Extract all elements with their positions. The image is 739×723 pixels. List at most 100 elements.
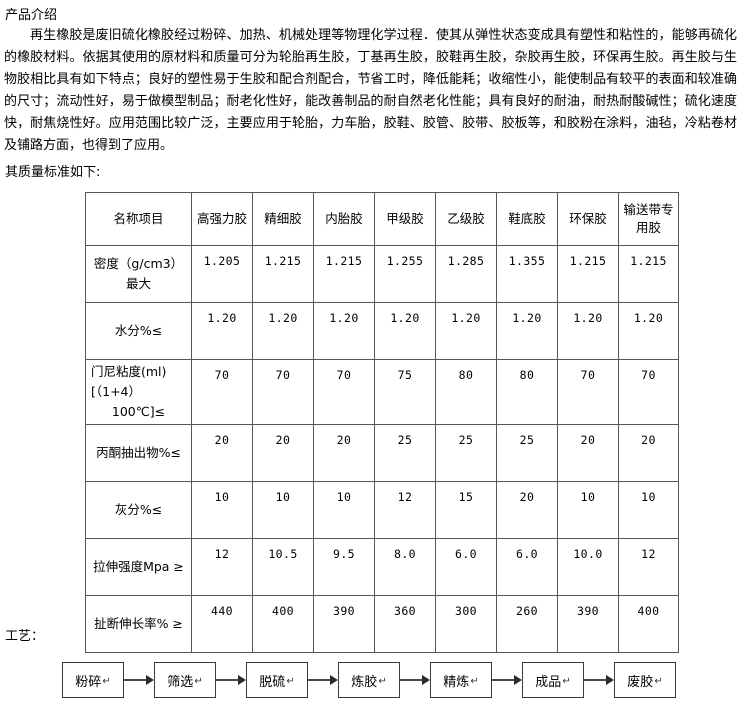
spec-table-cell: 25	[435, 424, 497, 482]
carriage-return-icon: ↵	[102, 675, 111, 687]
spec-table-cell: 9.5	[313, 538, 375, 596]
arrow-head	[606, 675, 614, 685]
flow-arrow-icon	[308, 675, 338, 685]
spec-table-cell: 1.20	[252, 302, 314, 360]
spec-table-cell: 70	[557, 359, 619, 425]
spec-table-cell: 10	[313, 481, 375, 539]
spec-table-cell: 20	[252, 424, 314, 482]
spec-table-cell: 10.5	[252, 538, 314, 596]
page-title: 产品介绍	[5, 8, 58, 23]
flow-arrow-icon	[492, 675, 522, 685]
spec-table-cell: 70	[618, 359, 679, 425]
spec-table-cell: 80	[496, 359, 558, 425]
spec-table-column-header: 内胎胶	[313, 192, 375, 246]
spec-table-cell: 360	[374, 595, 436, 653]
spec-table-cell: 1.215	[557, 245, 619, 303]
spec-table-cell: 1.20	[618, 302, 679, 360]
spec-table-cell: 20	[618, 424, 679, 482]
spec-table-corner-label: 名称项目	[85, 192, 192, 246]
spec-table-cell: 25	[374, 424, 436, 482]
flow-step-box: 废胶 ↵	[614, 662, 676, 698]
spec-table-cell: 1.355	[496, 245, 558, 303]
spec-table-row-label: 水分%≤	[85, 302, 192, 360]
flow-step-box: 筛选 ↵	[154, 662, 216, 698]
spec-table-row: 密度（g/cm3）最大 1.205 1.215 1.215 1.255 1.285 1.35…	[85, 245, 679, 303]
spec-table-row: 扯断伸长率% ≥440 400 390 360 300 260 390 400	[85, 595, 679, 653]
flow-step-label: 粉碎	[75, 674, 102, 690]
flow-step-label: 炼胶	[351, 674, 378, 690]
spec-table-column-header: 精细胶	[252, 192, 314, 246]
arrow-shaft	[584, 679, 606, 681]
spec-table-row-label: 丙酮抽出物%≤	[85, 424, 192, 482]
spec-table-cell: 1.20	[496, 302, 558, 360]
carriage-return-icon: ↵	[654, 675, 663, 687]
spec-table-header-row: 名称项目 高强力胶 精细胶 内胎胶 甲级胶 乙级胶 鞋底胶 环保胶 输送带专用胶	[85, 192, 679, 246]
spec-table-cell: 1.205	[191, 245, 253, 303]
spec-table-row-label: 密度（g/cm3）最大	[85, 245, 192, 303]
spec-table-cell: 10	[252, 481, 314, 539]
spec-table-row: 水分%≤ 1.20 1.20 1.20 1.20 1.20 1.20 1.20 1.20	[85, 302, 679, 360]
flow-step-label: 脱硫	[259, 674, 286, 690]
intro-paragraph-text: 再生橡胶是废旧硫化橡胶经过粉碎、加热、机械处理等物理化学过程．使其从弹性状态变成…	[4, 28, 737, 153]
spec-table-cell: 260	[496, 595, 558, 653]
spec-table-cell: 15	[435, 481, 497, 539]
spec-table-cell: 1.285	[435, 245, 497, 303]
spec-table-column-header: 甲级胶	[374, 192, 436, 246]
arrow-shaft	[124, 679, 146, 681]
spec-table-cell: 20	[557, 424, 619, 482]
spec-table-column-header: 乙级胶	[435, 192, 497, 246]
spec-table-cell: 400	[618, 595, 679, 653]
spec-table-cell: 1.20	[191, 302, 253, 360]
spec-table-cell: 1.20	[557, 302, 619, 360]
row-label-line-1: 门尼粘度(ml)[（1+4）	[91, 364, 167, 399]
arrow-head	[146, 675, 154, 685]
spec-table-cell: 390	[557, 595, 619, 653]
flow-step-label: 成品	[535, 674, 562, 690]
row-label-line-2: 100℃]≤	[111, 404, 166, 419]
spec-table-cell: 12	[374, 481, 436, 539]
spec-table-cell: 10	[557, 481, 619, 539]
flow-arrow-icon	[400, 675, 430, 685]
spec-table-cell: 1.215	[313, 245, 375, 303]
arrow-shaft	[216, 679, 238, 681]
spec-table-row: 灰分%≤ 10 10 10 12 15 20 10 10	[85, 481, 679, 539]
spec-table-cell: 400	[252, 595, 314, 653]
arrow-shaft	[400, 679, 422, 681]
spec-table-cell: 12	[191, 538, 253, 596]
flow-step-box: 粉碎 ↵	[62, 662, 124, 698]
flow-arrow-icon	[584, 675, 614, 685]
spec-table-cell: 20	[313, 424, 375, 482]
spec-table-row: 门尼粘度(ml)[（1+4） 100℃]≤ 70 70 70 75 80 80 70 70	[85, 359, 679, 425]
spec-table-column-header: 环保胶	[557, 192, 619, 246]
spec-table-cell: 80	[435, 359, 497, 425]
spec-table-row-label: 门尼粘度(ml)[（1+4） 100℃]≤	[85, 359, 192, 425]
process-label: 工艺：	[5, 629, 45, 644]
spec-table: 名称项目 高强力胶 精细胶 内胎胶 甲级胶 乙级胶 鞋底胶 环保胶 输送带专用胶 密度（g/cm3…	[85, 192, 679, 653]
spec-table-cell: 70	[252, 359, 314, 425]
spec-table-row-label: 拉伸强度Mpa ≥	[85, 538, 192, 596]
spec-table-cell: 300	[435, 595, 497, 653]
spec-table-cell: 1.215	[618, 245, 679, 303]
arrow-shaft	[492, 679, 514, 681]
spec-table-row: 丙酮抽出物%≤ 20 20 20 25 25 25 20 20	[85, 424, 679, 482]
spec-table-row-label: 灰分%≤	[85, 481, 192, 539]
process-flowchart: 粉碎 ↵ 筛选 ↵ 脱硫 ↵ 炼胶 ↵ 精炼 ↵ 成品 ↵ 废胶 ↵	[62, 662, 676, 698]
flow-step-box: 精炼 ↵	[430, 662, 492, 698]
spec-table-cell: 1.215	[252, 245, 314, 303]
spec-table-cell: 70	[313, 359, 375, 425]
flow-step-label: 精炼	[443, 674, 470, 690]
carriage-return-icon: ↵	[286, 675, 295, 687]
spec-table-cell: 20	[191, 424, 253, 482]
flow-arrow-icon	[124, 675, 154, 685]
carriage-return-icon: ↵	[562, 675, 571, 687]
spec-table-cell: 70	[191, 359, 253, 425]
flow-step-box: 脱硫 ↵	[246, 662, 308, 698]
spec-table-column-header: 高强力胶	[191, 192, 253, 246]
spec-table-row: 拉伸强度Mpa ≥12 10.5 9.5 8.0 6.0 6.0 10.0 12	[85, 538, 679, 596]
spec-table-cell: 1.20	[374, 302, 436, 360]
arrow-head	[422, 675, 430, 685]
arrow-head	[330, 675, 338, 685]
spec-table-cell: 25	[496, 424, 558, 482]
spec-table-row-label: 扯断伸长率% ≥	[85, 595, 192, 653]
